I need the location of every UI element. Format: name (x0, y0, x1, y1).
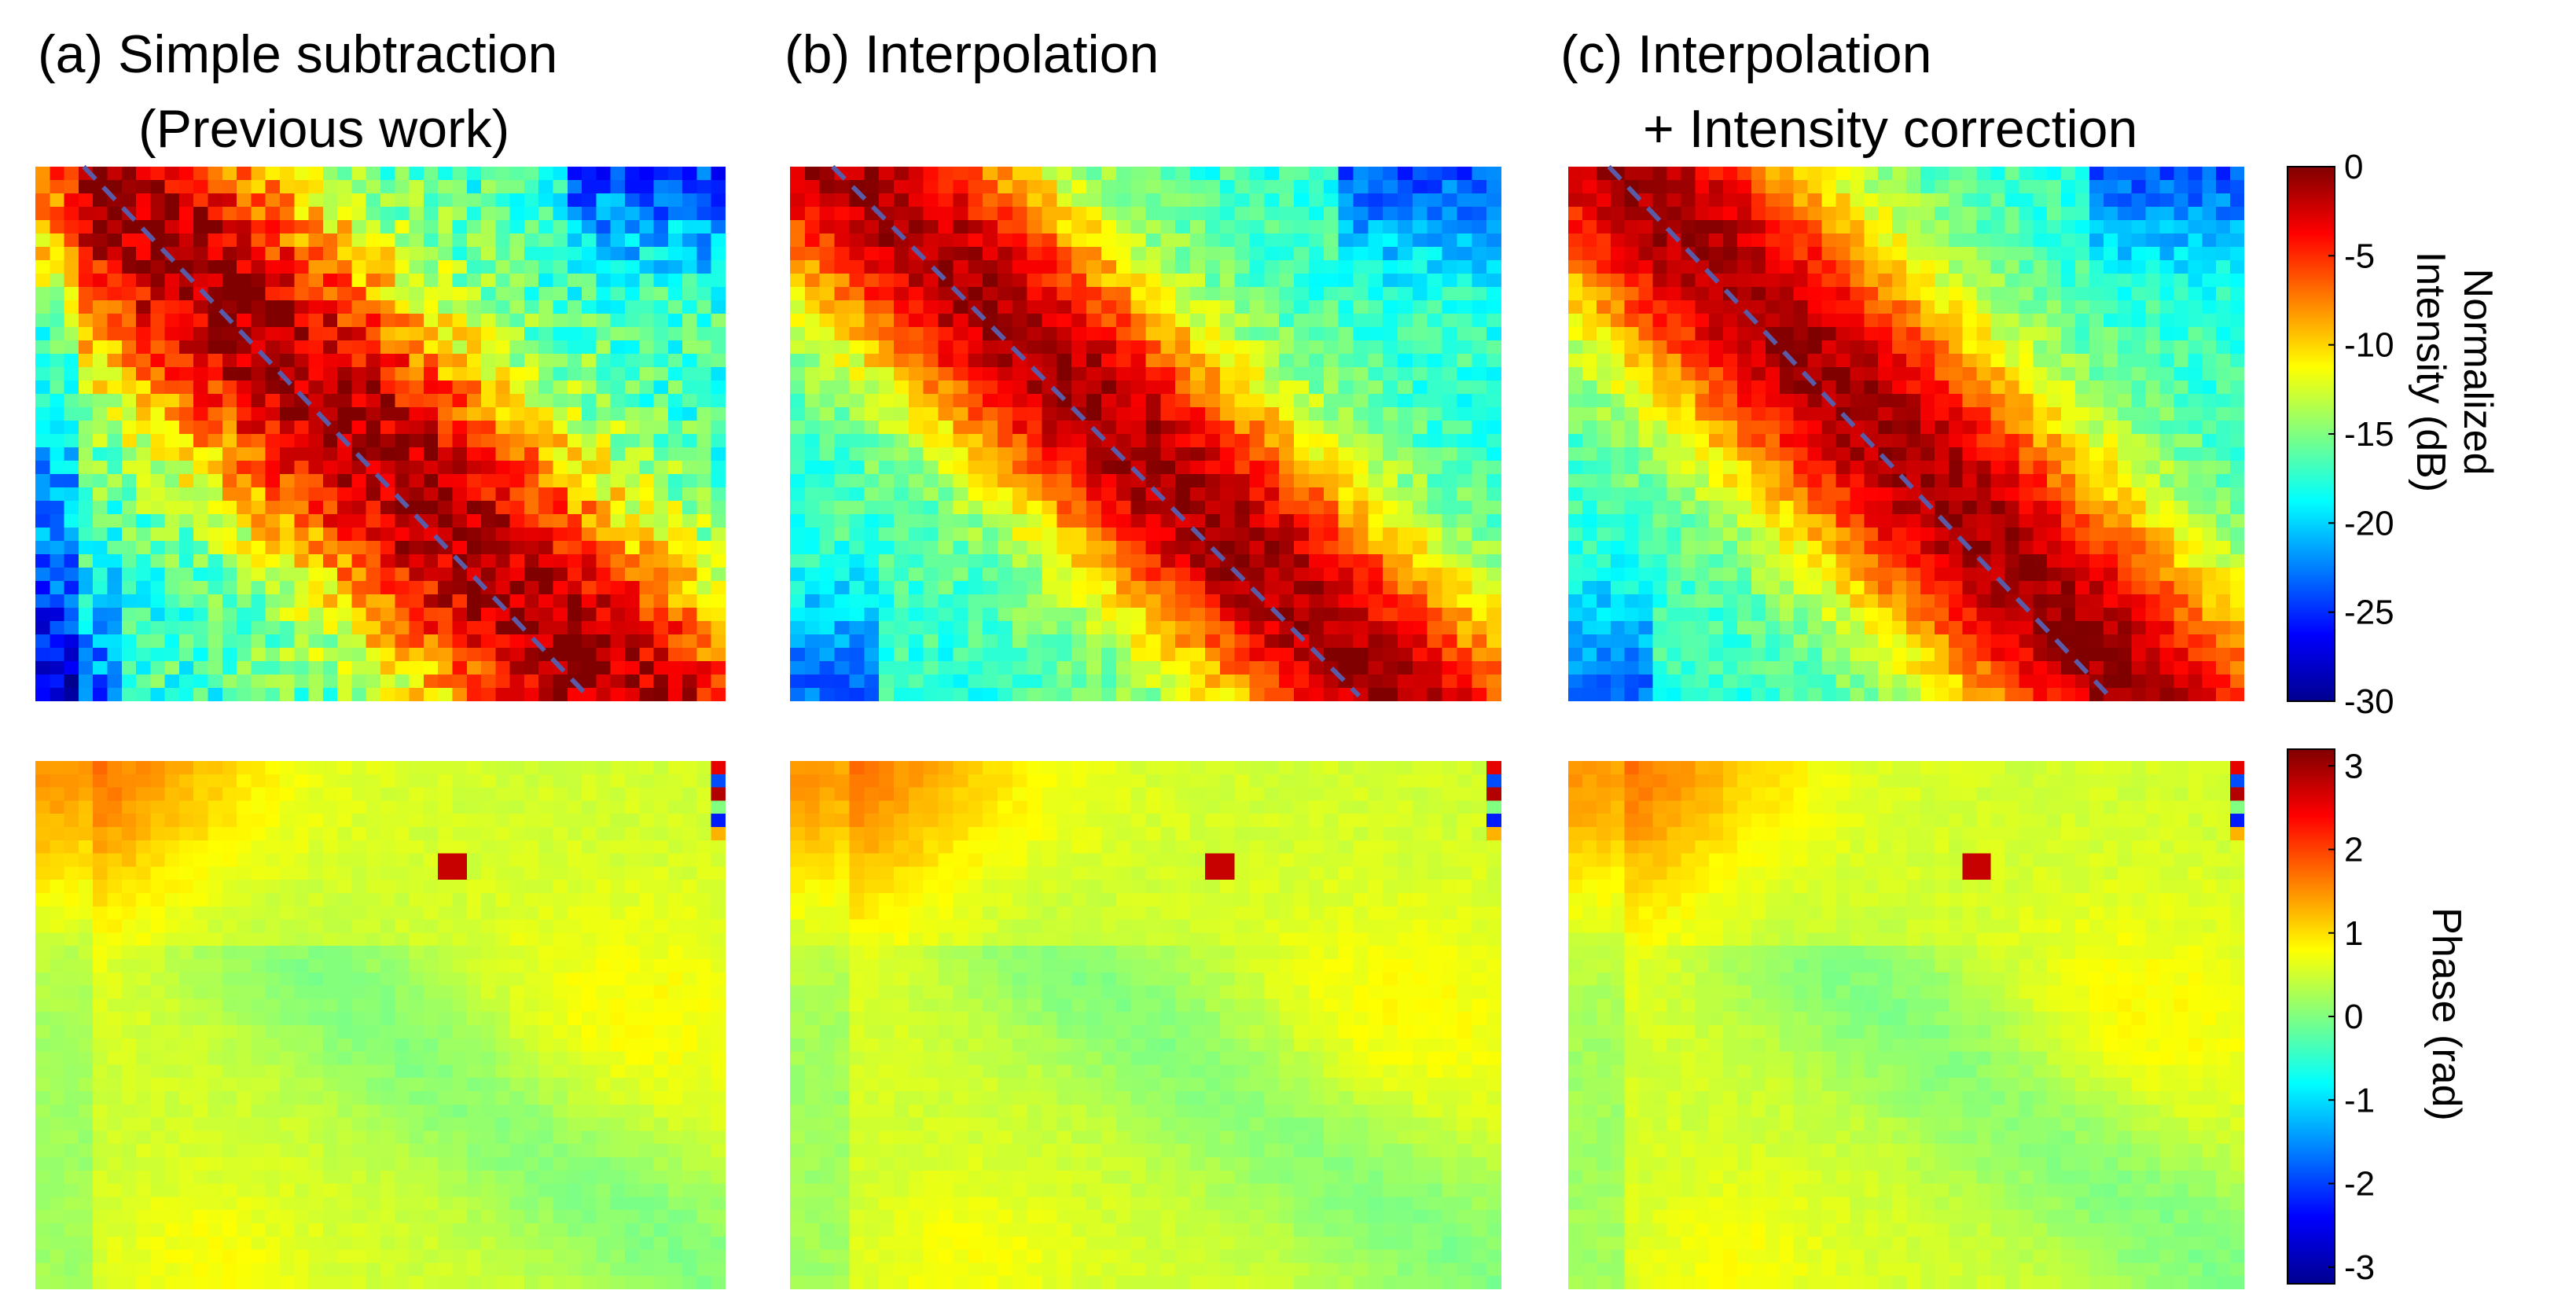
phase-colorbar-tick-label: -3 (2344, 1248, 2375, 1287)
diagonal-line-b (831, 164, 1361, 698)
phase-colorbar-tick-label: 0 (2344, 998, 2363, 1036)
intensity-colorbar-tick-label: -30 (2344, 682, 2394, 721)
phase-image-b (790, 761, 1501, 1289)
phase-colorbar-tick-label: 3 (2344, 747, 2363, 785)
phase-heatmap-b (790, 761, 1501, 1289)
diagonal-line-a (82, 164, 590, 698)
phase-colorbar: 3 2 1 0 -1 -2 -3 (2287, 747, 2375, 1287)
intensity-colorbar-tick-label: -10 (2344, 326, 2394, 365)
phase-colorbar-tick-label: -2 (2344, 1165, 2375, 1204)
phase-image-a (35, 761, 726, 1289)
intensity-heatmap-b (790, 164, 1501, 701)
intensity-colorbar-tick-label: -25 (2344, 594, 2394, 632)
intensity-heatmap-c (1568, 164, 2244, 701)
intensity-colorbar-tick-label: -5 (2344, 237, 2375, 275)
phase-colorbar-gradient (2287, 748, 2335, 1285)
phase-colorbar-tick-label: -1 (2344, 1081, 2375, 1119)
intensity-colorbar-tick-label: -15 (2344, 415, 2394, 454)
intensity-colorbar-gradient (2287, 166, 2335, 702)
intensity-image-c (1568, 167, 2244, 701)
intensity-colorbar: 0 -5 -10 -15 -20 -25 -30 (2287, 148, 2394, 721)
phase-colorbar-label: Phase (rad) (2423, 907, 2469, 1121)
phase-colorbar-tick-label: 1 (2344, 914, 2363, 953)
title-a-line2: (Previous work) (138, 99, 509, 159)
phase-heatmap-a (35, 761, 726, 1289)
intensity-heatmap-a (35, 164, 726, 701)
intensity-colorbar-label-line1: Normalized (2455, 269, 2501, 476)
intensity-image-a (35, 167, 726, 701)
title-b-line1: (b) Interpolation (785, 24, 1159, 84)
intensity-colorbar-tick-label: -20 (2344, 504, 2394, 542)
phase-row (35, 761, 2244, 1289)
panel-titles: (a) Simple subtraction (Previous work) (… (38, 24, 2137, 159)
intensity-row (35, 164, 2244, 701)
title-a-line1: (a) Simple subtraction (38, 24, 557, 84)
title-c-line1: (c) Interpolation (1560, 24, 1931, 84)
intensity-colorbar-tick-label: 0 (2344, 148, 2363, 186)
diagonal-line-c (1607, 164, 2111, 698)
title-c-line2: + Intensity correction (1643, 99, 2137, 159)
phase-colorbar-tick-label: 2 (2344, 831, 2363, 869)
phase-heatmap-c (1568, 761, 2244, 1289)
intensity-colorbar-label-line2: Intensity (dB) (2408, 252, 2453, 492)
intensity-image-b (790, 167, 1501, 701)
phase-image-c (1568, 761, 2244, 1289)
